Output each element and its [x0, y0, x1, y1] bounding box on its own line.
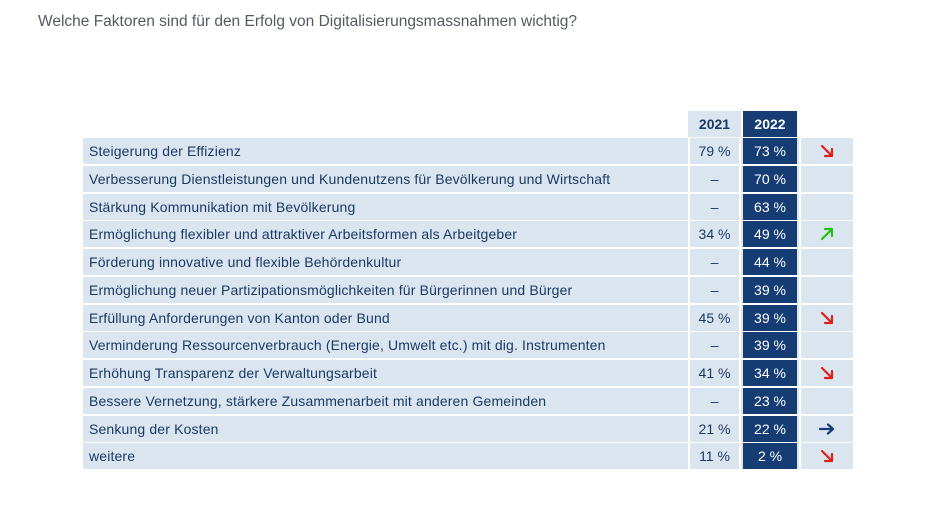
trend-cell — [799, 165, 853, 192]
value-2021: 79 % — [688, 138, 741, 164]
table-row: weitere 11 % 2 % — [83, 443, 853, 470]
value-2022: 22 % — [743, 415, 797, 442]
table-row: Erfüllung Anforderungen von Kanton oder … — [83, 304, 853, 331]
row-label: Förderung innovative und flexible Behörd… — [89, 254, 402, 270]
trend-down-icon — [820, 311, 834, 324]
value-2021: – — [688, 193, 741, 220]
trend-cell — [799, 387, 853, 414]
trend-cell — [799, 360, 853, 386]
table-row: Förderung innovative und flexible Behörd… — [83, 249, 853, 275]
table-row: Ermöglichung neuer Partizipationsmöglich… — [83, 276, 853, 303]
trend-down-icon — [820, 366, 834, 380]
value-2022: 39 % — [743, 276, 797, 303]
value-2021: 21 % — [688, 415, 741, 442]
row-label: Ermöglichung flexibler und attraktiver A… — [89, 226, 518, 243]
value-2021: 41 % — [688, 360, 741, 386]
value-2021: – — [688, 276, 741, 303]
value-2022: 23 % — [743, 387, 797, 414]
value-2021: – — [688, 332, 741, 359]
value-2022: 63 % — [743, 193, 797, 220]
table-row: Ermöglichung flexibler und attraktiver A… — [83, 221, 853, 248]
trend-cell — [799, 443, 853, 470]
value-2021: – — [688, 387, 741, 414]
value-2022: 49 % — [743, 221, 797, 248]
table-row: Verminderung Ressourcenverbrauch (Energi… — [83, 332, 853, 359]
value-2021: 11 % — [688, 443, 741, 470]
table-header: 2021 2022 — [83, 111, 853, 137]
trend-cell — [799, 193, 853, 220]
value-2021: – — [688, 249, 741, 275]
value-2022: 34 % — [743, 360, 797, 386]
value-2022: 73 % — [743, 138, 797, 164]
table-row: Stärkung Kommunikation mit Bevölkerung –6… — [83, 193, 853, 220]
trend-flat-icon — [819, 422, 835, 435]
trend-down-icon — [820, 144, 834, 158]
row-label: Steigerung der Effizienz — [89, 143, 241, 159]
column-header-2021: 2021 — [688, 111, 741, 137]
trend-up-icon — [820, 228, 834, 241]
factors-table: 2021 2022 Steigerung der Effizienz 79 % 73… — [83, 111, 853, 470]
row-label: Senkung der Kosten — [89, 420, 219, 437]
trend-cell — [799, 415, 853, 442]
value-2021: 34 % — [688, 221, 741, 248]
row-label: Stärkung Kommunikation mit Bevölkerung — [89, 198, 356, 215]
row-label: Ermöglichung neuer Partizipationsmöglich… — [89, 281, 573, 298]
row-label: Erfüllung Anforderungen von Kanton oder … — [89, 309, 390, 326]
table-row: Senkung der Kosten 21 % 22 % — [83, 415, 853, 442]
value-2022: 44 % — [743, 249, 797, 275]
value-2021: 45 % — [688, 304, 741, 331]
trend-cell — [799, 276, 853, 303]
trend-cell — [799, 221, 853, 248]
trend-cell — [799, 304, 853, 331]
trend-down-icon — [820, 450, 834, 463]
table-row: Bessere Vernetzung, stärkere Zusammenarb… — [83, 387, 853, 414]
row-label: Verminderung Ressourcenverbrauch (Energi… — [89, 337, 606, 354]
value-2022: 39 % — [743, 304, 797, 331]
table-row: Steigerung der Effizienz 79 % 73 % — [83, 138, 853, 164]
table-row: Erhöhung Transparenz der Verwaltungsarbe… — [83, 360, 853, 386]
trend-cell — [799, 138, 853, 164]
row-label: weitere — [89, 448, 136, 465]
row-label: Verbesserung Dienstleistungen und Kunden… — [89, 170, 611, 187]
table-row: Verbesserung Dienstleistungen und Kunden… — [83, 165, 853, 192]
trend-cell — [799, 249, 853, 275]
value-2022: 70 % — [743, 165, 797, 192]
row-label: Bessere Vernetzung, stärkere Zusammenarb… — [89, 392, 547, 409]
chart-title: Welche Faktoren sind für den Erfolg von … — [38, 13, 578, 30]
value-2021: – — [688, 165, 741, 192]
row-label: Erhöhung Transparenz der Verwaltungsarbe… — [89, 365, 378, 381]
value-2022: 39 % — [743, 332, 797, 359]
column-header-2022: 2022 — [743, 111, 797, 137]
value-2022: 2 % — [743, 443, 797, 470]
trend-cell — [799, 332, 853, 359]
